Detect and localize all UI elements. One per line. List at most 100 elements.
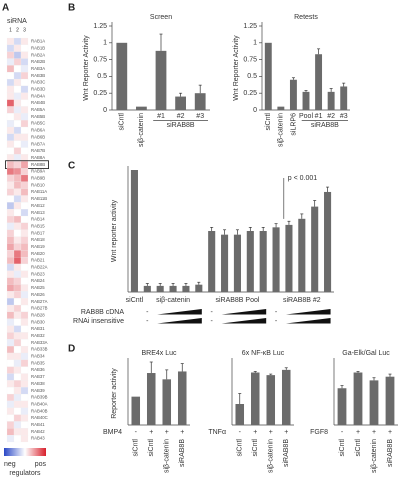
heatmap-cell: [20, 270, 29, 278]
y-tick-label: 1: [103, 40, 107, 47]
heatmap-cell: [6, 393, 15, 402]
heatmap-cell: [20, 209, 29, 217]
group-label: siRAB8B: [311, 122, 339, 129]
dose-wedge: [221, 309, 267, 315]
y-tick-label: 1.25: [93, 23, 107, 30]
heatmap-cell: [13, 147, 22, 155]
dose-wedge: [157, 309, 202, 315]
row-label: RAB28: [31, 312, 45, 317]
heatmap-cell: [20, 284, 29, 292]
x-tick-label: siβ-catenin: [164, 439, 171, 473]
heatmap-cell: [20, 346, 29, 354]
dose-off: -: [275, 318, 278, 325]
heatmap-cell: [20, 140, 29, 148]
x-tick-label: siCntl: [119, 113, 126, 131]
y-tick-label: 0.5: [247, 73, 257, 80]
y-tick-label: 0.25: [243, 90, 257, 97]
heatmap-cell: [13, 352, 22, 360]
heatmap-cell: [20, 58, 29, 66]
heatmap-cell: [20, 133, 29, 141]
row-label: RAB2A: [31, 52, 45, 57]
y-tick-label: 0.5: [97, 73, 107, 80]
dose-row-label: RAB8B cDNA: [81, 309, 125, 316]
heatmap-cell: [13, 161, 22, 169]
heatmap-cell: [20, 257, 29, 265]
heatmap-cell: [13, 188, 22, 196]
heatmap-cell: [6, 366, 15, 374]
heatmap-cell: [13, 304, 22, 312]
heatmap-cell: [20, 277, 29, 285]
heatmap-cell: [13, 332, 22, 340]
heatmap-cell: [13, 229, 22, 237]
row-label: RAB11A: [31, 189, 47, 194]
heatmap-cell: [6, 421, 15, 429]
heatmap-cell: [6, 44, 15, 52]
bar: [175, 96, 186, 110]
x-tick-label: siLRP6: [290, 113, 297, 136]
heatmap-cell: [13, 113, 22, 121]
row-label: RAB30: [31, 319, 45, 324]
row-label: RAB3B: [31, 73, 45, 78]
heatmap-cell: [20, 428, 29, 436]
group-label: siRAB8B Pool: [215, 297, 259, 304]
heatmap-cell: [6, 188, 15, 196]
heatmap-cell: [20, 195, 29, 203]
heatmap-cell: [20, 263, 29, 271]
row-label: RAB39: [31, 388, 45, 393]
heatmap-cell: [13, 222, 22, 230]
heatmap-cell: [6, 257, 15, 265]
treatment-sign: +: [253, 429, 257, 436]
heatmap-title: siRNA: [7, 18, 27, 25]
heatmap-cell: [13, 325, 22, 333]
heatmap-cell: [6, 51, 15, 59]
row-label: RAB40B: [31, 408, 48, 413]
heatmap-cell: [20, 407, 29, 415]
heatmap-cell: [13, 339, 22, 347]
heatmap-cell: [6, 236, 15, 244]
x-tick-label: #1: [315, 113, 323, 120]
heatmap-cell: [20, 366, 29, 374]
heatmap-cell: [13, 154, 22, 162]
group-label: siRAB8B: [167, 122, 195, 129]
x-tick-label: siβ-catenin: [138, 113, 145, 147]
heatmap-cell: [20, 298, 29, 306]
heatmap-cell: [13, 414, 22, 422]
x-tick-label: #1: [157, 113, 165, 120]
heatmap-cell: [20, 85, 29, 93]
x-tick-label: siCntl: [148, 439, 155, 457]
column-label: 3: [23, 27, 26, 33]
row-label: RAB36: [31, 367, 45, 372]
heatmap-cell: [13, 85, 22, 93]
row-label: RAB5C: [31, 121, 45, 126]
row-label: RAB35: [31, 360, 45, 365]
y-tick-label: 0: [253, 107, 257, 114]
bar: [177, 371, 187, 425]
bar: [285, 224, 293, 292]
heatmap-cell: [20, 181, 29, 189]
y-tick-label: 1.25: [243, 23, 257, 30]
treatment-label: FGF8: [310, 429, 328, 436]
heatmap-cell: [6, 78, 15, 87]
heatmap-cell: [20, 400, 29, 408]
heatmap-cell: [20, 168, 29, 176]
heatmap-cell: [6, 147, 15, 155]
heatmap-cell: [13, 58, 22, 66]
bar: [221, 234, 229, 292]
bar: [302, 91, 310, 110]
heatmap-cell: [13, 92, 22, 100]
treatment-sign: +: [284, 429, 288, 436]
heatmap-cell: [13, 181, 22, 189]
heatmap-cell: [20, 174, 29, 182]
bar: [143, 285, 151, 292]
row-label: RAB42: [31, 429, 45, 434]
heatmap-cell: [6, 339, 15, 347]
heatmap-cell: [13, 291, 22, 299]
heatmap-cell: [20, 373, 29, 381]
row-label: RAB17: [31, 230, 45, 235]
x-tick-label: siCntl: [133, 439, 140, 457]
heatmap-cell: [20, 250, 29, 258]
heatmap-cell: [6, 133, 15, 141]
heatmap-cell: [13, 202, 22, 210]
bar: [194, 93, 206, 110]
